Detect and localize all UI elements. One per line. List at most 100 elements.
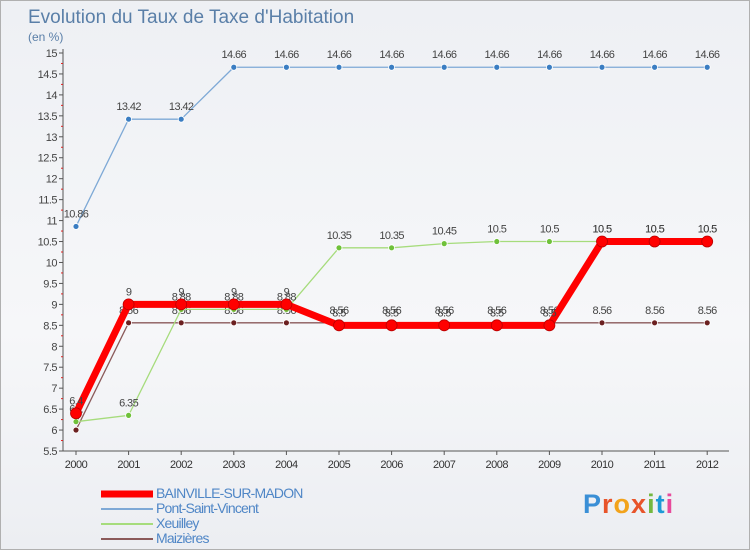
series-point-1 bbox=[282, 63, 290, 71]
x-tick-label: 2011 bbox=[644, 459, 666, 471]
x-tick-label: 2012 bbox=[696, 459, 719, 471]
data-label-0: 8.5 bbox=[385, 307, 399, 319]
series-point-0 bbox=[227, 298, 240, 311]
y-tick-label: 9 bbox=[51, 299, 57, 311]
data-label-1: 14.66 bbox=[590, 49, 615, 61]
data-label-2: 8.88 bbox=[277, 291, 296, 303]
chart-title: Evolution du Taux de Taxe d'Habitation bbox=[28, 7, 355, 28]
series-point-2 bbox=[335, 244, 343, 252]
series-point-3 bbox=[177, 319, 185, 327]
data-label-0: 9 bbox=[231, 286, 237, 298]
series-point-3 bbox=[282, 319, 290, 327]
data-label-3: 8.56 bbox=[329, 305, 348, 317]
legend-swatch-maizieres bbox=[101, 537, 153, 540]
data-label-0: 10.5 bbox=[592, 224, 611, 236]
data-label-0: 8.5 bbox=[543, 307, 557, 319]
logo-letter: t bbox=[655, 489, 666, 519]
series-line-1 bbox=[75, 66, 708, 228]
legend-item-pont-saint-vincent: Pont-Saint-Vincent bbox=[101, 500, 361, 516]
y-tick-label: 15 bbox=[46, 48, 58, 60]
data-label-3: 8.56 bbox=[645, 305, 664, 317]
legend-item-bainville: BAINVILLE-SUR-MADON bbox=[101, 485, 361, 501]
y-tick-label: 11 bbox=[47, 216, 58, 228]
data-label-3: 8.56 bbox=[487, 305, 506, 317]
data-label-2: 10.45 bbox=[432, 226, 457, 238]
series-point-0 bbox=[438, 319, 451, 332]
x-tick-label: 2005 bbox=[328, 459, 351, 471]
series-point-2 bbox=[440, 240, 448, 248]
series-point-1 bbox=[72, 223, 80, 230]
data-label-3: 8.56 bbox=[435, 305, 454, 317]
series-point-3 bbox=[230, 319, 238, 327]
series-point-1 bbox=[651, 63, 658, 71]
data-label-2: 10.35 bbox=[327, 230, 352, 242]
x-tick-label: 2006 bbox=[380, 459, 403, 471]
data-label-0: 8.5 bbox=[437, 307, 451, 319]
series-point-3 bbox=[651, 319, 658, 327]
data-label-3: 8.56 bbox=[382, 305, 401, 317]
data-label-0: 9 bbox=[284, 286, 290, 298]
legend-swatch-bainville bbox=[101, 490, 153, 497]
series-point-0 bbox=[490, 319, 503, 332]
logo-letter: x bbox=[631, 489, 648, 519]
data-label-2: 10.35 bbox=[379, 230, 404, 242]
data-label-1: 10.86 bbox=[64, 208, 89, 220]
logo-letter: i bbox=[665, 489, 675, 519]
x-tick-label: 2007 bbox=[433, 459, 456, 471]
series-point-2 bbox=[546, 238, 553, 245]
data-label-1: 13.42 bbox=[169, 101, 194, 113]
y-tick-label: 5.5 bbox=[43, 446, 57, 458]
x-tick-label: 2002 bbox=[170, 459, 193, 471]
data-label-0: 9 bbox=[178, 286, 184, 298]
y-tick-label: 14.5 bbox=[38, 69, 58, 81]
logo-letter: P bbox=[583, 489, 603, 519]
y-tick-label: 11.5 bbox=[38, 195, 57, 207]
legend-label-bainville: BAINVILLE-SUR-MADON bbox=[156, 485, 303, 501]
legend-item-maizieres: Maizières bbox=[101, 530, 361, 546]
y-tick-label: 10.5 bbox=[38, 237, 58, 249]
legend-label-maizieres: Maizières bbox=[156, 530, 210, 546]
y-tick-label: 6 bbox=[51, 425, 57, 437]
y-tick-label: 10 bbox=[46, 257, 58, 269]
data-label-1: 14.66 bbox=[222, 49, 247, 61]
proxiti-logo: Proxiti bbox=[583, 489, 674, 520]
data-label-2: 10.5 bbox=[645, 224, 664, 236]
series-point-0 bbox=[701, 235, 714, 248]
series-point-1 bbox=[546, 63, 553, 71]
series-point-3 bbox=[703, 319, 711, 327]
series-point-0 bbox=[333, 319, 345, 332]
y-tick-label: 8 bbox=[51, 341, 57, 353]
series-point-3 bbox=[72, 426, 80, 434]
series-point-1 bbox=[230, 63, 238, 71]
y-tick-label: 7 bbox=[51, 383, 57, 395]
logo-letter: i bbox=[647, 489, 656, 519]
series-point-0 bbox=[543, 319, 556, 332]
data-label-2: 8.88 bbox=[224, 291, 243, 303]
data-label-1: 14.66 bbox=[432, 49, 457, 61]
data-label-1: 14.66 bbox=[537, 49, 562, 61]
series-point-1 bbox=[125, 115, 132, 123]
y-tick-label: 6.5 bbox=[43, 404, 57, 416]
series-line-3 bbox=[75, 322, 708, 431]
series-point-1 bbox=[177, 115, 185, 123]
data-label-1: 14.66 bbox=[695, 49, 720, 61]
x-tick-label: 2000 bbox=[65, 459, 88, 471]
series-point-1 bbox=[703, 63, 711, 71]
series-point-1 bbox=[598, 63, 606, 71]
data-label-1: 14.66 bbox=[379, 49, 404, 61]
series-point-0 bbox=[122, 298, 135, 311]
y-tick-label: 13 bbox=[46, 132, 58, 144]
data-label-1: 14.66 bbox=[642, 49, 667, 61]
data-label-1: 13.42 bbox=[116, 101, 141, 113]
data-label-2: 8.88 bbox=[172, 291, 191, 303]
legend: BAINVILLE-SUR-MADON Pont-Saint-Vincent X… bbox=[101, 485, 361, 546]
series-line-2 bbox=[75, 240, 708, 423]
x-tick-label: 2003 bbox=[223, 459, 246, 471]
legend-label-xeuilley: Xeuilley bbox=[156, 515, 199, 531]
series-point-0 bbox=[596, 235, 608, 248]
data-label-0: 9 bbox=[126, 286, 132, 298]
y-tick-label: 7.5 bbox=[43, 362, 57, 374]
y-tick-label: 13.5 bbox=[38, 111, 58, 123]
